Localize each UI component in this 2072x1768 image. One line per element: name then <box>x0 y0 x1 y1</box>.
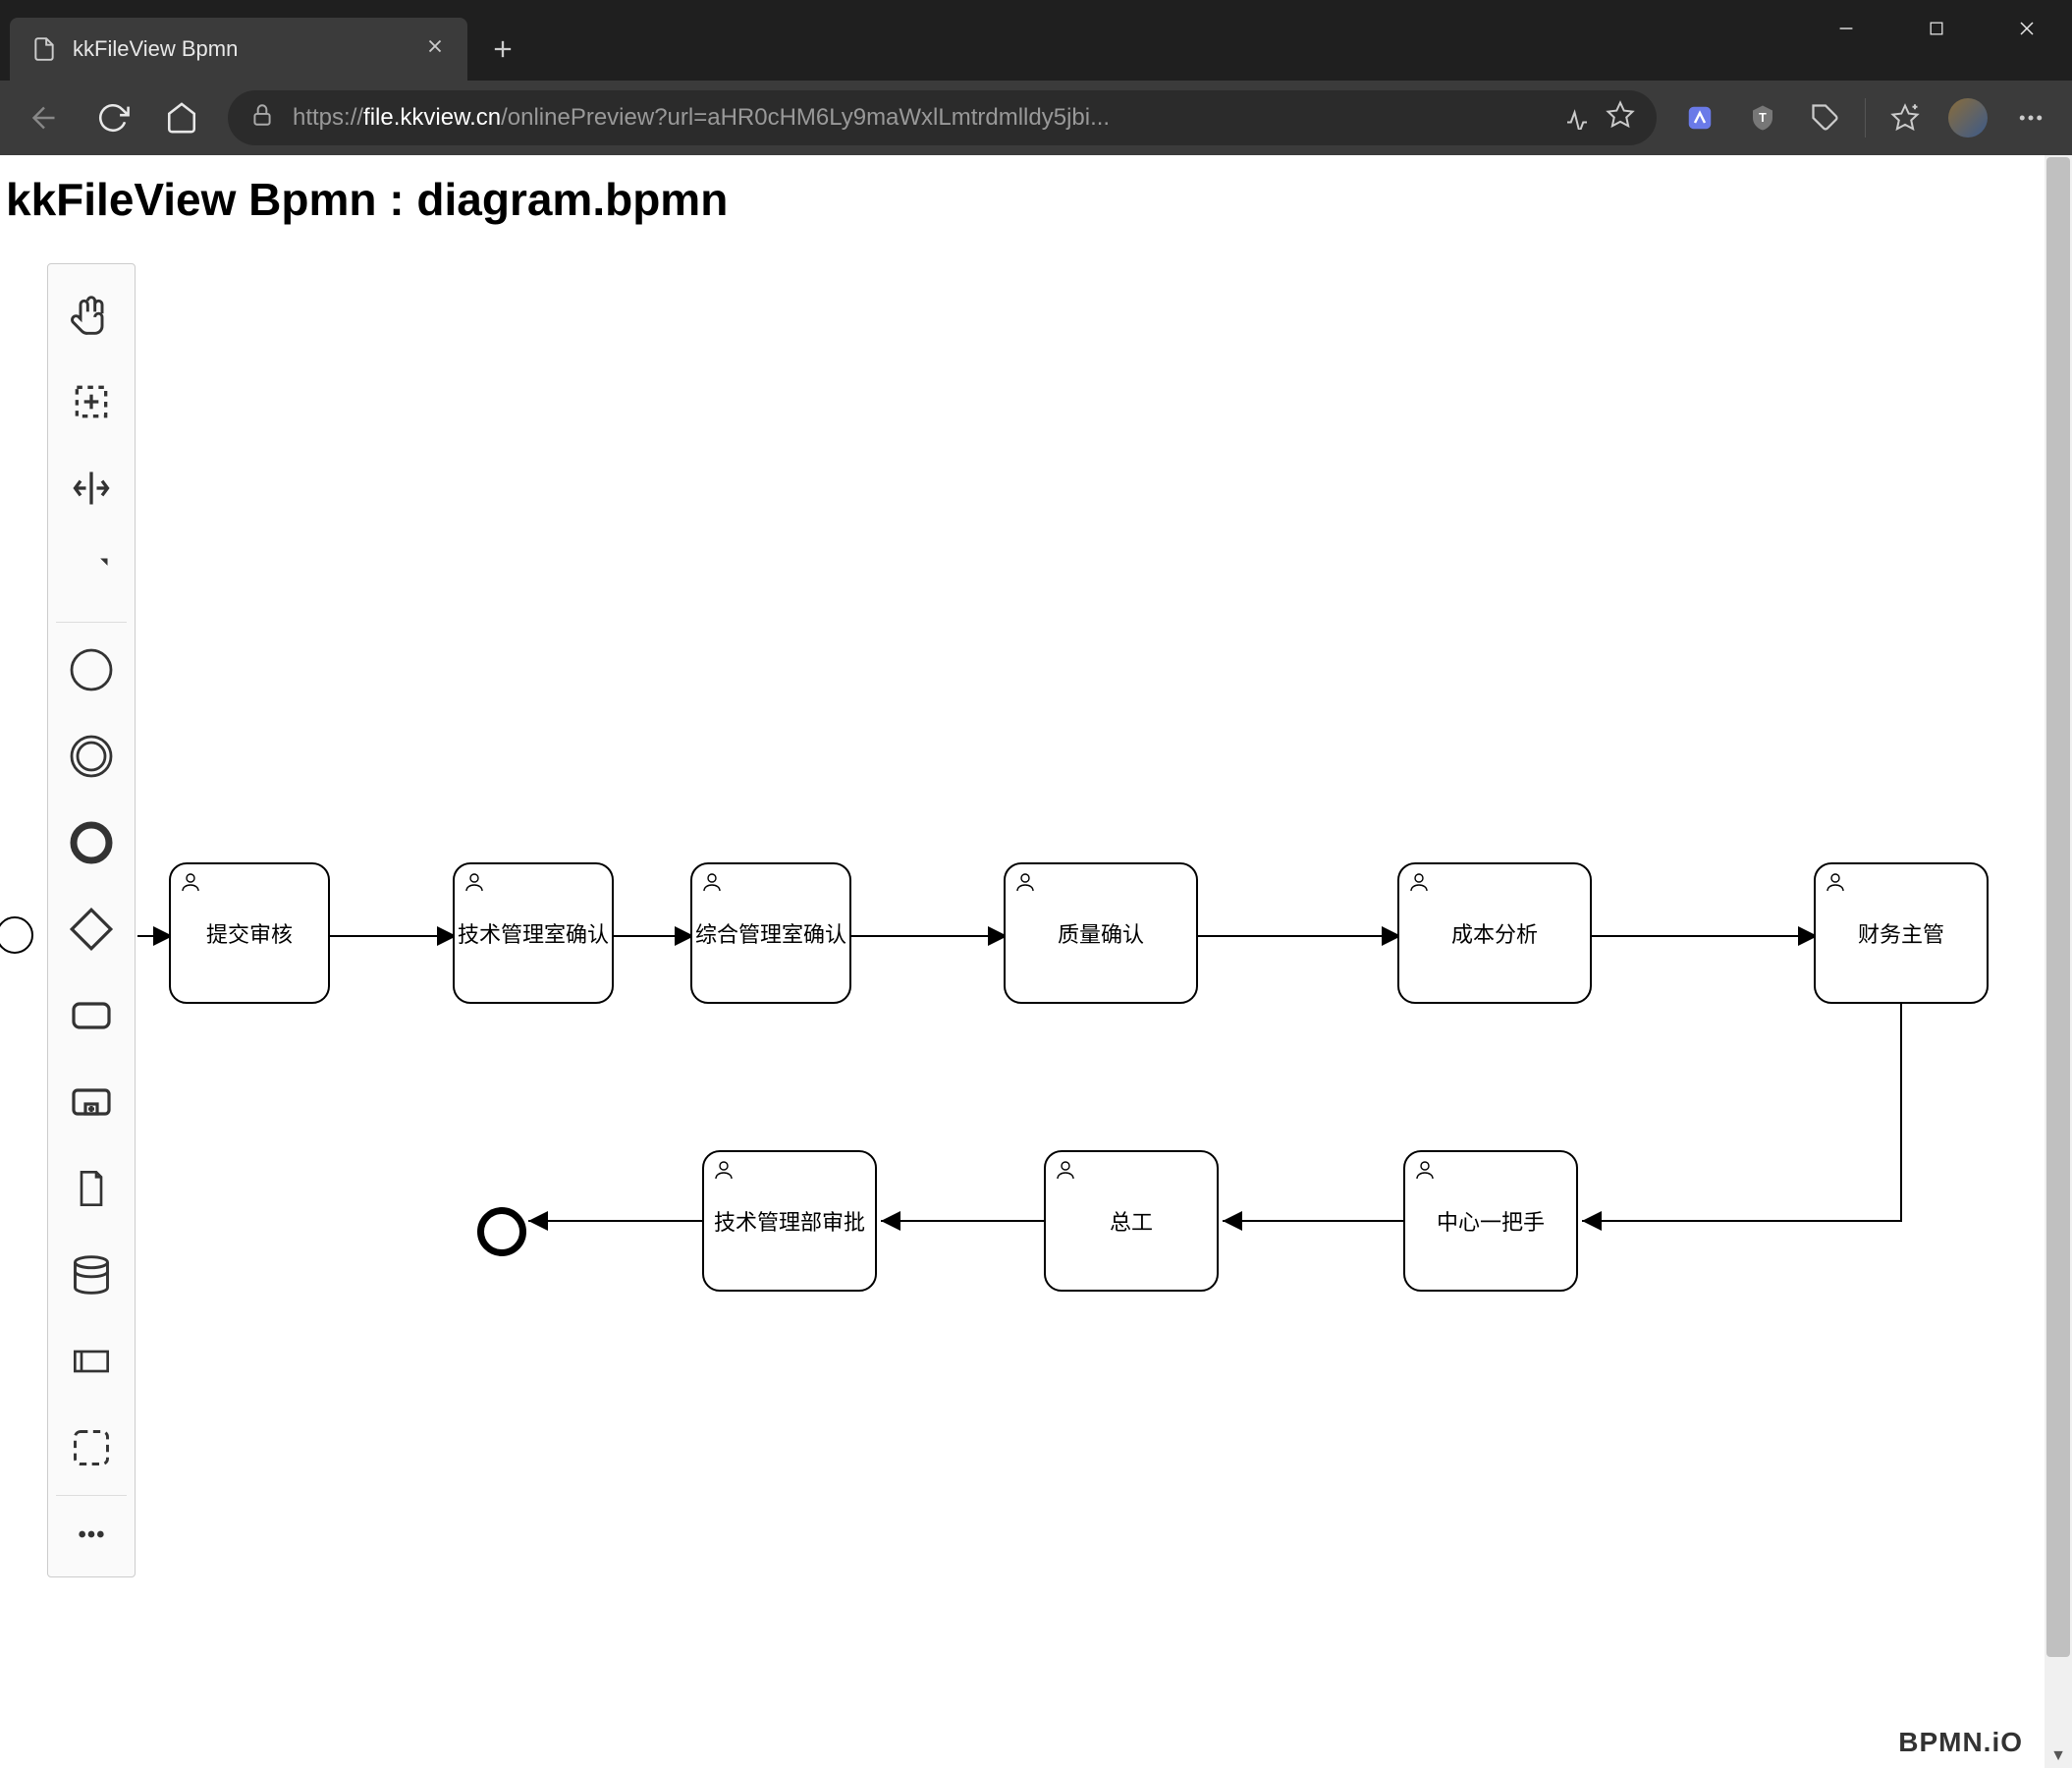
bpmn-task-n6[interactable]: 财务主管 <box>1814 862 1989 1004</box>
bpmn-sequence-flow[interactable] <box>1582 1004 1901 1221</box>
scroll-down-icon[interactable]: ▼ <box>2046 1744 2070 1768</box>
nav-bar: https://file.kkview.cn/onlinePreview?url… <box>0 81 2072 155</box>
bpmn-canvas[interactable]: 提交审核 技术管理室确认 综合管理室确认 质量确认 成本分析 财务主管中心一把手 总工 技术管… <box>0 155 2072 1768</box>
bpmn-task-label: 质量确认 <box>1058 917 1144 949</box>
profile-button[interactable] <box>1940 90 1995 145</box>
bpmn-task-label: 技术管理部审批 <box>714 1205 865 1237</box>
bpmn-task-n2[interactable]: 技术管理室确认 <box>453 862 614 1004</box>
end-event-icon[interactable] <box>48 800 135 886</box>
lock-icon <box>249 102 275 135</box>
extensions-button[interactable] <box>1798 90 1853 145</box>
palette-separator <box>56 1495 127 1496</box>
data-object-icon[interactable] <box>48 1145 135 1232</box>
bpmn-task-n9[interactable]: 技术管理部审批 <box>702 1150 877 1292</box>
user-task-icon <box>1013 870 1037 900</box>
window-minimize-button[interactable] <box>1801 0 1891 57</box>
more-tools-icon[interactable] <box>48 1500 135 1569</box>
hand-tool-icon[interactable] <box>48 272 135 359</box>
subprocess-expanded-icon[interactable] <box>48 1059 135 1145</box>
bpmn-task-n1[interactable]: 提交审核 <box>169 862 330 1004</box>
extension-icon-1[interactable] <box>1672 90 1727 145</box>
extension-icon-2[interactable]: T <box>1735 90 1790 145</box>
svg-text:T: T <box>1759 111 1767 125</box>
bpmn-task-label: 技术管理室确认 <box>458 917 609 949</box>
scrollbar-thumb[interactable] <box>2046 157 2070 1657</box>
start-event-icon[interactable] <box>48 627 135 713</box>
browser-chrome: kkFileView Bpmn <box>0 0 2072 155</box>
home-button[interactable] <box>151 88 212 147</box>
read-aloud-icon[interactable] <box>1562 100 1592 137</box>
page-content: kkFileView Bpmn : diagram.bpmn ▲ ▼ <box>0 155 2072 1768</box>
address-bar[interactable]: https://file.kkview.cn/onlinePreview?url… <box>228 90 1657 145</box>
space-tool-icon[interactable] <box>48 445 135 531</box>
participant-icon[interactable] <box>48 1318 135 1405</box>
vertical-scrollbar[interactable]: ▲ ▼ <box>2045 155 2072 1768</box>
url-text: https://file.kkview.cn/onlinePreview?url… <box>293 104 1549 132</box>
gateway-icon[interactable] <box>48 886 135 972</box>
bpmn-task-n3[interactable]: 综合管理室确认 <box>690 862 851 1004</box>
bpmn-task-label: 成本分析 <box>1451 917 1538 949</box>
user-task-icon <box>1824 870 1847 900</box>
more-button[interactable] <box>2003 90 2058 145</box>
bpmn-task-n8[interactable]: 总工 <box>1044 1150 1219 1292</box>
refresh-button[interactable] <box>82 88 143 147</box>
bpmn-task-n4[interactable]: 质量确认 <box>1004 862 1198 1004</box>
window-close-button[interactable] <box>1982 0 2072 57</box>
window-controls <box>1801 0 2072 57</box>
tab-close-icon[interactable] <box>424 35 446 64</box>
palette-separator <box>56 622 127 623</box>
back-button[interactable] <box>14 88 75 147</box>
user-task-icon <box>1407 870 1431 900</box>
bpmn-task-label: 综合管理室确认 <box>695 917 846 949</box>
page-title: kkFileView Bpmn : diagram.bpmn <box>0 155 2072 244</box>
bpmn-end-event[interactable] <box>477 1207 526 1256</box>
user-task-icon <box>1054 1158 1077 1188</box>
group-icon[interactable] <box>48 1405 135 1491</box>
bpmn-palette <box>47 263 136 1577</box>
new-tab-button[interactable] <box>475 22 530 77</box>
bpmn-start-event[interactable] <box>0 916 33 954</box>
user-task-icon <box>700 870 724 900</box>
bpmn-watermark: BPMN.iO <box>1898 1727 2023 1758</box>
lasso-tool-icon[interactable] <box>48 359 135 445</box>
bpmn-task-n7[interactable]: 中心一把手 <box>1403 1150 1578 1292</box>
bpmn-task-label: 中心一把手 <box>1437 1205 1545 1237</box>
window-maximize-button[interactable] <box>1891 0 1982 57</box>
user-task-icon <box>463 870 486 900</box>
data-store-icon[interactable] <box>48 1232 135 1318</box>
bpmn-task-n5[interactable]: 成本分析 <box>1397 862 1592 1004</box>
tab-title: kkFileView Bpmn <box>73 36 238 62</box>
browser-tab[interactable]: kkFileView Bpmn <box>10 18 467 81</box>
favorite-icon[interactable] <box>1606 100 1635 137</box>
bpmn-task-label: 提交审核 <box>206 917 293 949</box>
task-icon[interactable] <box>48 972 135 1059</box>
avatar-icon <box>1948 98 1988 138</box>
intermediate-event-icon[interactable] <box>48 713 135 800</box>
tab-bar: kkFileView Bpmn <box>0 0 2072 81</box>
favorites-button[interactable] <box>1878 90 1933 145</box>
bpmn-task-label: 财务主管 <box>1858 917 1944 949</box>
file-icon <box>31 36 57 62</box>
global-connect-icon[interactable] <box>48 531 135 618</box>
toolbar-separator <box>1865 98 1866 138</box>
user-task-icon <box>1413 1158 1437 1188</box>
bpmn-task-label: 总工 <box>1110 1205 1153 1237</box>
user-task-icon <box>179 870 202 900</box>
user-task-icon <box>712 1158 736 1188</box>
